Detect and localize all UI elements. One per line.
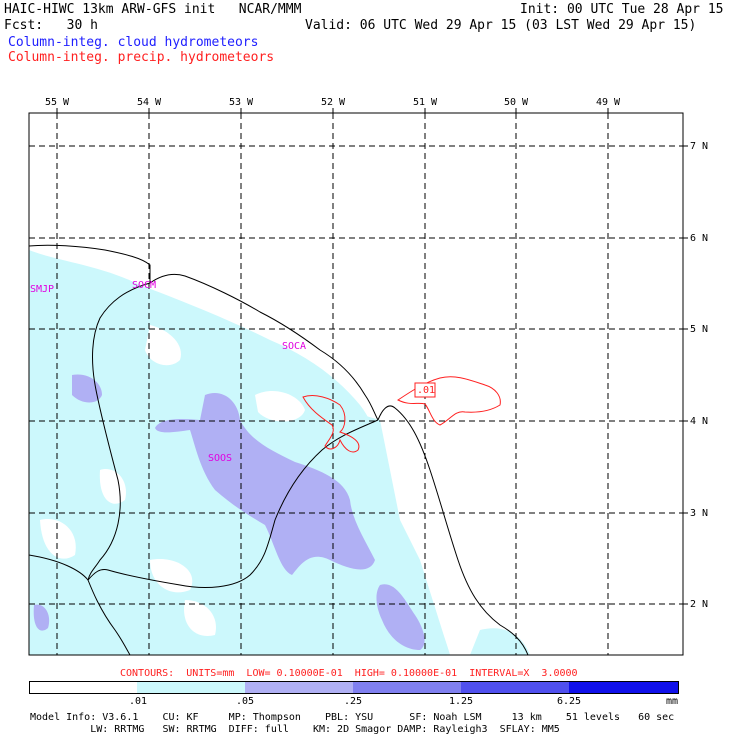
contours-info: CONTOURS: UNITS=mm LOW= 0.10000E-01 HIGH…	[120, 668, 578, 679]
header-valid: Valid: 06 UTC Wed 29 Apr 15 (03 LST Wed …	[305, 18, 697, 33]
map-ticks	[56, 108, 688, 605]
colorbar-cell-3	[353, 682, 461, 693]
contour-label-box	[414, 382, 436, 398]
lat-label-6n: 6 N	[690, 233, 709, 244]
colorbar-label-0: .01	[129, 696, 148, 707]
station-socm: SOCM	[132, 280, 157, 291]
lon-label-51w: 51 W	[413, 97, 438, 108]
colorbar-cell-1	[137, 682, 245, 693]
lat-label-5n: 5 N	[690, 324, 709, 335]
lon-label-50w: 50 W	[504, 97, 529, 108]
colorbar-label-3: 1.25	[449, 696, 474, 707]
lon-label-53w: 53 W	[229, 97, 254, 108]
coastline	[29, 244, 529, 655]
header-title: HAIC-HIWC 13km ARW-GFS init NCAR/MMM	[4, 2, 302, 17]
cloud-clear-areas	[40, 325, 305, 636]
map-frame	[28, 112, 684, 656]
cloud-shading-light	[29, 250, 530, 655]
lat-lon-grid	[29, 113, 683, 655]
lat-label-4n: 4 N	[690, 416, 709, 427]
colorbar-cell-5	[569, 682, 678, 693]
colorbar-unit: mm	[666, 696, 679, 707]
colorbar-frame	[29, 681, 679, 694]
lon-label-55w: 55 W	[45, 97, 70, 108]
model-info-line1: Model Info: V3.6.1 CU: KF MP: Thompson P…	[30, 712, 675, 723]
colorbar-cell-2	[245, 682, 353, 693]
cloud-shading-medium	[33, 374, 425, 650]
colorbar-cell-0	[30, 682, 137, 693]
contour-label: .01	[417, 385, 436, 396]
station-smjp: SMJP	[30, 284, 55, 295]
colorbar-label-2: .25	[344, 696, 363, 707]
precip-contours	[302, 376, 501, 453]
lat-label-7n: 7 N	[690, 141, 709, 152]
header-init: Init: 00 UTC Tue 28 Apr 15	[520, 2, 724, 17]
legend-cloud-label: Column-integ. cloud hydrometeors	[8, 35, 259, 50]
lat-label-2n: 2 N	[690, 599, 709, 610]
lon-label-52w: 52 W	[321, 97, 346, 108]
lon-label-54w: 54 W	[137, 97, 162, 108]
station-soca: SOCA	[282, 341, 307, 352]
model-info-line2: LW: RRTMG SW: RRTMG DIFF: full KM: 2D Sm…	[30, 724, 560, 735]
station-soos: SOOS	[208, 453, 233, 464]
colorbar-label-4: 6.25	[557, 696, 582, 707]
header-fcst: Fcst: 30 h	[4, 18, 98, 33]
legend-precip-label: Column-integ. precip. hydrometeors	[8, 50, 275, 65]
colorbar-label-1: .05	[236, 696, 255, 707]
lat-label-3n: 3 N	[690, 508, 709, 519]
lon-label-49w: 49 W	[596, 97, 621, 108]
colorbar-cell-4	[461, 682, 569, 693]
